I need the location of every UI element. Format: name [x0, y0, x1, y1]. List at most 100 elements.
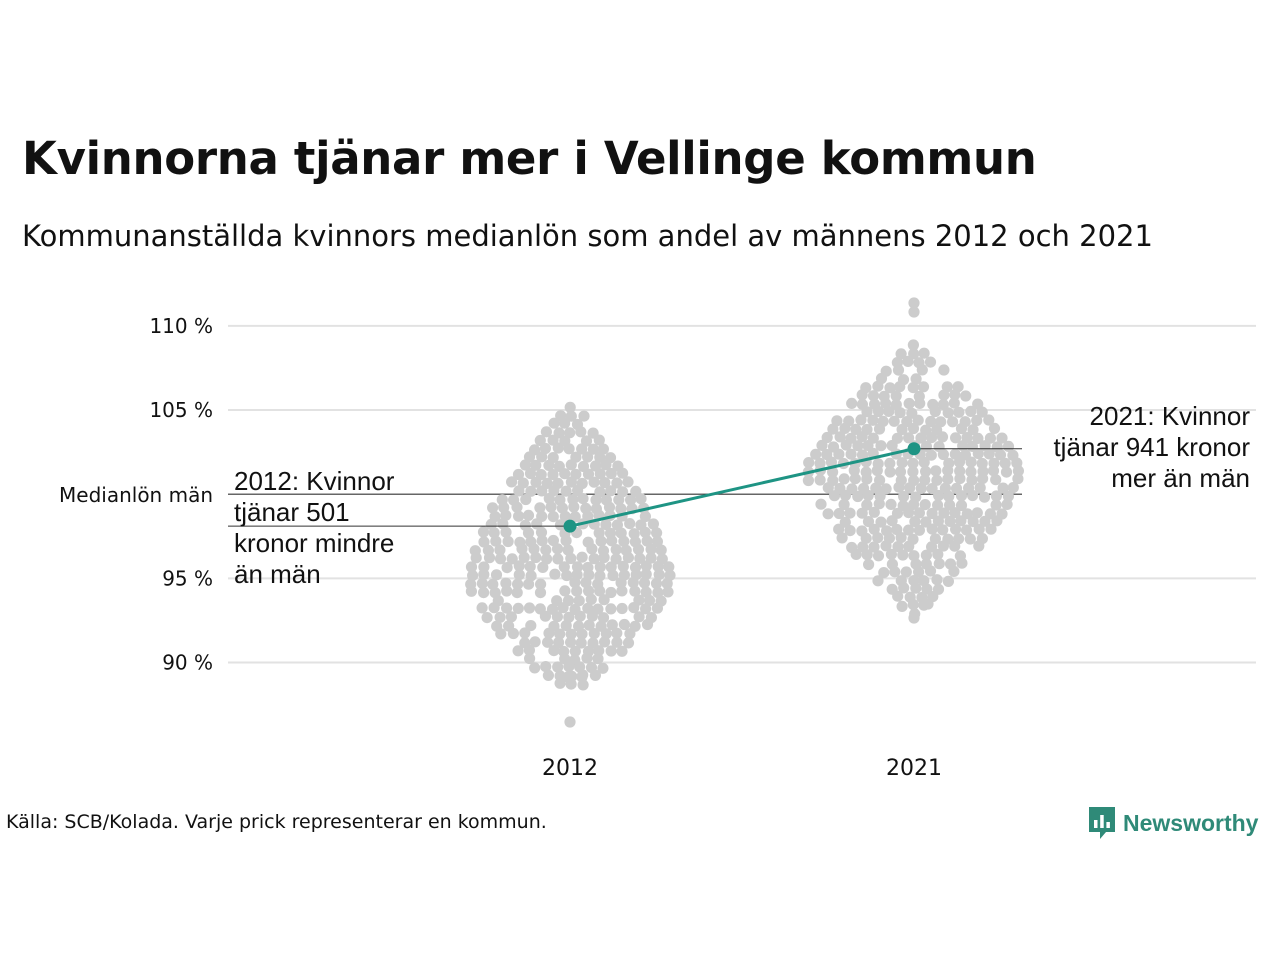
municipality-dot [536, 535, 548, 547]
municipality-dot [913, 524, 926, 536]
municipality-dot [949, 389, 961, 401]
municipality-dot [581, 652, 593, 664]
municipality-dot [481, 612, 493, 624]
municipality-dot [571, 585, 583, 597]
municipality-dot [908, 297, 920, 309]
municipality-dot [483, 552, 496, 564]
municipality-dot [490, 535, 502, 547]
municipality-dot [525, 620, 537, 632]
municipality-dot [595, 535, 607, 547]
municipality-dot [960, 524, 973, 536]
municipality-dot [979, 515, 991, 527]
municipality-dot [996, 432, 1008, 444]
municipality-dot [937, 524, 949, 536]
municipality-dot [524, 652, 536, 665]
municipality-dot [862, 516, 875, 528]
municipality-dot [513, 485, 525, 497]
municipality-dot [898, 582, 910, 594]
municipality-dot [616, 602, 628, 615]
highlight-point-2012 [563, 519, 577, 533]
municipality-dot [873, 498, 885, 510]
municipality-dot [950, 432, 962, 444]
municipality-dot [569, 645, 581, 657]
municipality-dot [547, 469, 559, 481]
municipality-dot [652, 587, 664, 599]
municipality-dot [890, 390, 902, 402]
municipality-dot [909, 516, 921, 528]
municipality-dot [615, 577, 627, 589]
municipality-dot [476, 577, 488, 590]
municipality-dot [924, 356, 937, 368]
municipality-dot [574, 610, 586, 622]
municipality-dot [494, 544, 506, 556]
municipality-dot [528, 543, 540, 555]
municipality-dot [894, 381, 906, 393]
municipality-dot [513, 569, 525, 581]
municipality-dot [814, 474, 826, 486]
municipality-dot [938, 507, 950, 519]
municipality-dot [938, 364, 950, 376]
municipality-dot [593, 434, 605, 446]
municipality-dot [564, 427, 576, 439]
municipality-dot [549, 568, 561, 580]
municipality-dot [594, 451, 606, 463]
municipality-dot [569, 576, 581, 589]
municipality-dot [622, 552, 635, 564]
municipality-dot [524, 467, 537, 480]
municipality-dot [563, 660, 575, 673]
highlight-point-2021 [907, 442, 921, 456]
municipality-dot [910, 582, 922, 594]
municipality-dot [565, 410, 577, 422]
municipality-dot [892, 541, 904, 553]
municipality-dot [894, 466, 907, 478]
municipality-dot [955, 499, 968, 512]
municipality-dot [563, 443, 575, 455]
municipality-dot [560, 485, 572, 497]
municipality-dot [598, 594, 610, 606]
municipality-dot [903, 540, 915, 553]
municipality-dot [960, 390, 972, 402]
municipality-dot [852, 490, 864, 503]
municipality-dot [915, 482, 927, 494]
municipality-dot [551, 543, 564, 555]
municipality-dot [850, 548, 862, 561]
municipality-dot [926, 541, 938, 553]
municipality-dot [947, 416, 959, 428]
municipality-dot [548, 645, 560, 657]
municipality-dot [540, 544, 552, 556]
municipality-dot [921, 583, 933, 595]
municipality-dot [662, 586, 674, 598]
annotation-2012-line: än män [234, 559, 321, 589]
municipality-dot [889, 566, 901, 578]
municipality-dot [599, 477, 611, 489]
municipality-dot [607, 569, 619, 582]
municipality-dot [828, 490, 841, 502]
municipality-dot [618, 618, 631, 631]
municipality-dot [599, 636, 611, 648]
municipality-dot [861, 406, 873, 418]
municipality-dot [987, 465, 1000, 477]
municipality-dot [907, 466, 919, 478]
municipality-dot [932, 499, 944, 511]
municipality-dot [867, 390, 880, 402]
municipality-dot [640, 603, 652, 615]
municipality-dot [964, 533, 976, 545]
municipality-dot [908, 348, 920, 360]
municipality-dot [577, 493, 589, 505]
municipality-dot [560, 535, 572, 547]
municipality-dot [617, 467, 629, 479]
municipality-dot [485, 518, 497, 531]
municipality-dot [625, 494, 637, 506]
municipality-dot [907, 457, 919, 469]
municipality-dot [922, 598, 934, 610]
x-axis-ticks: 2012 2021 [542, 756, 942, 781]
municipality-dot [972, 432, 984, 444]
municipality-dot [893, 481, 905, 493]
municipality-dot [536, 485, 548, 497]
municipality-dot [908, 550, 920, 562]
municipality-dot [840, 439, 852, 451]
municipality-dot [629, 585, 641, 597]
municipality-dot [965, 466, 977, 478]
y-tick-label: 90 % [162, 651, 213, 675]
